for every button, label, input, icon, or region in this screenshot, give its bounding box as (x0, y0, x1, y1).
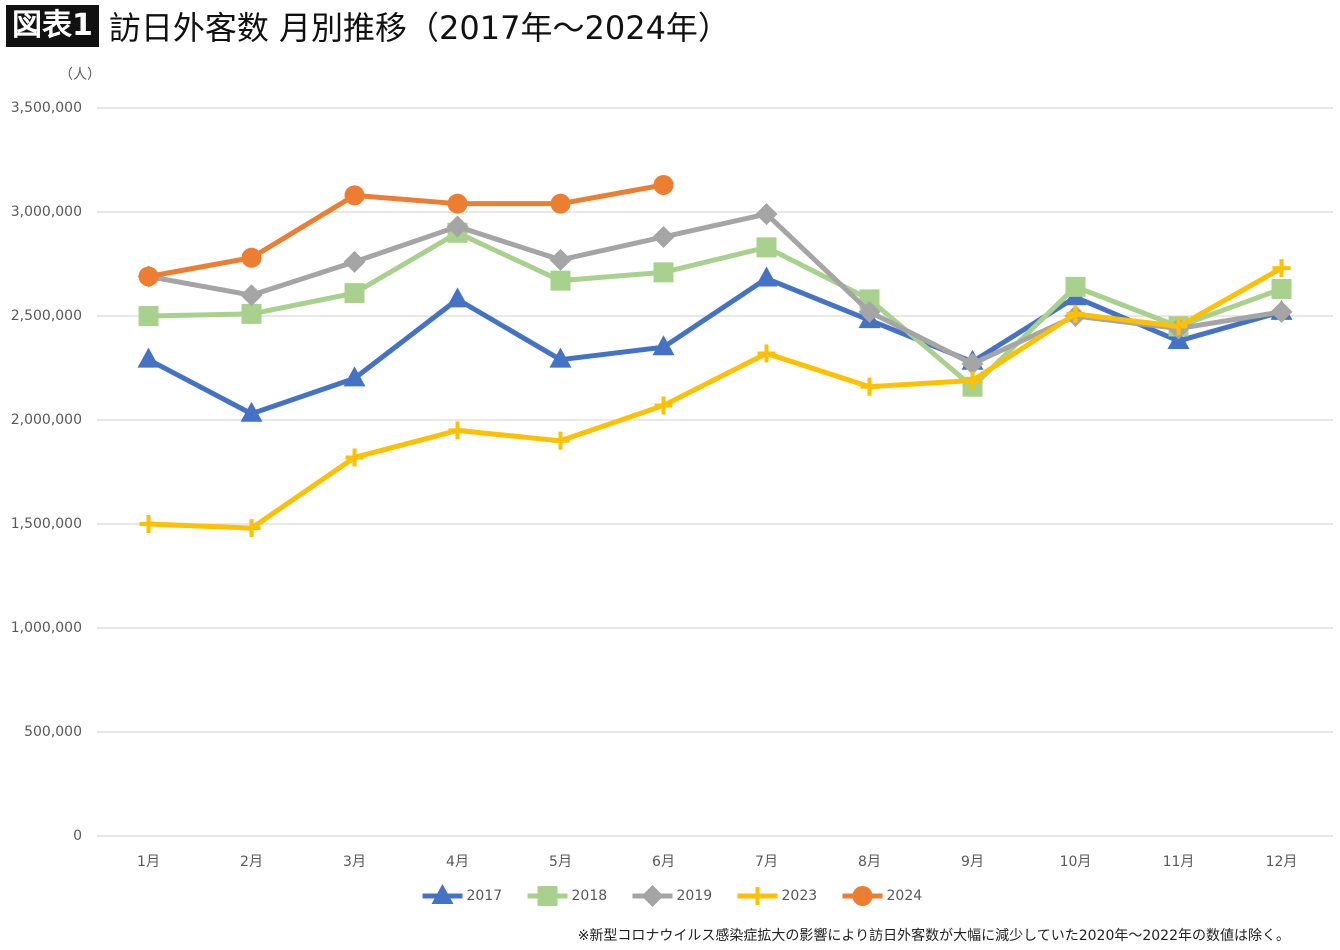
point (138, 266, 159, 287)
point (860, 377, 879, 396)
x-tick-label: 11月 (1163, 854, 1195, 870)
point (757, 344, 776, 363)
x-tick-label: 6月 (652, 854, 675, 870)
point (138, 306, 159, 326)
point (550, 270, 571, 291)
y-tick-label: 1,000,000 (11, 620, 82, 636)
legend-marker (431, 884, 454, 904)
point (240, 284, 263, 307)
x-tick-label: 12月 (1266, 854, 1298, 870)
y-tick-label: 2,500,000 (11, 308, 82, 324)
legend-marker (537, 886, 558, 906)
legend-label: 2023 (782, 888, 818, 904)
point (344, 185, 365, 206)
point (1065, 276, 1086, 297)
point (755, 203, 778, 226)
legend-label: 2018 (572, 888, 608, 904)
point (1270, 300, 1293, 323)
legend-label: 2019 (677, 888, 713, 904)
y-unit: （人） (59, 67, 101, 83)
point (343, 366, 366, 387)
point (241, 247, 262, 268)
x-tick-label: 1月 (137, 854, 160, 870)
point (963, 371, 982, 390)
legend-label: 2024 (887, 888, 923, 904)
x-tick-label: 3月 (343, 854, 366, 870)
point (652, 335, 675, 356)
point (448, 421, 467, 440)
y-tick-label: 500,000 (24, 724, 82, 740)
series-line (148, 265, 1283, 531)
header: 図表1 訪日外客数 月別推移（2017年〜2024年） (6, 4, 730, 48)
point (1271, 278, 1292, 299)
point (139, 515, 158, 533)
y-tick-label: 2,000,000 (11, 412, 82, 428)
point (344, 283, 365, 304)
point (1272, 259, 1291, 278)
point (549, 347, 572, 368)
point (549, 248, 572, 271)
legend-marker (641, 885, 664, 907)
point (242, 519, 261, 538)
point (858, 300, 881, 323)
point (137, 347, 160, 368)
point (446, 215, 469, 238)
point (961, 352, 984, 375)
point (551, 431, 570, 450)
chart-title: 訪日外客数 月別推移（2017年〜2024年） (108, 9, 730, 47)
y-tick-label: 3,500,000 (11, 100, 82, 116)
x-tick-label: 10月 (1060, 854, 1092, 870)
point (756, 237, 777, 258)
point (1169, 317, 1188, 336)
point (446, 287, 469, 308)
point (652, 225, 675, 248)
x-tick-label: 8月 (858, 854, 881, 870)
x-tick-label: 9月 (961, 854, 984, 870)
series-line (148, 211, 1282, 367)
x-tick-label: 7月 (755, 854, 778, 870)
point (447, 193, 468, 214)
figure-label: 図表1 (6, 5, 99, 47)
x-tick-label: 4月 (446, 854, 469, 870)
point (345, 448, 364, 467)
footnote: ※新型コロナウイルス感染症拡大の影響により訪日外客数が大幅に減少していた2020… (578, 927, 1290, 944)
legend-marker (748, 887, 767, 905)
point (240, 401, 263, 422)
point (343, 250, 366, 273)
point (1066, 304, 1085, 323)
point (654, 396, 673, 415)
x-tick-label: 5月 (549, 854, 572, 870)
point (755, 266, 778, 287)
y-tick-label: 3,000,000 (11, 204, 82, 220)
series-line (148, 182, 664, 279)
point (550, 193, 571, 214)
y-tick-label: 0 (73, 828, 82, 844)
point (241, 303, 262, 324)
point (653, 174, 674, 195)
legend-label: 2017 (467, 888, 503, 904)
x-tick-label: 2月 (240, 854, 263, 870)
series-line (148, 230, 1283, 390)
y-tick-label: 1,500,000 (11, 516, 82, 532)
point (653, 262, 674, 283)
series-line (147, 276, 1283, 417)
legend-marker (852, 886, 873, 906)
